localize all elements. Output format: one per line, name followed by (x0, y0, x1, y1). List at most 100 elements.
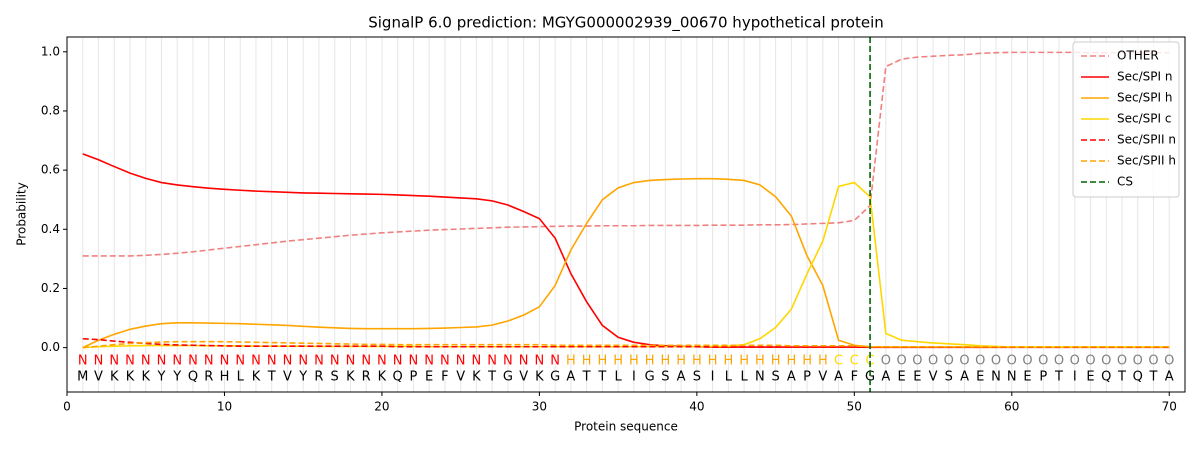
region-letter: O (1070, 353, 1080, 368)
residue-letter: L (237, 370, 245, 385)
region-letter: N (409, 353, 419, 368)
residue-letter: T (1117, 370, 1126, 385)
region-letter: H (660, 353, 670, 368)
residue-letter: G (503, 370, 513, 385)
region-letter: H (645, 353, 655, 368)
residue-letter: M (77, 370, 88, 385)
region-letter: O (1117, 353, 1127, 368)
region-letter: O (944, 353, 954, 368)
residue-letter: A (787, 370, 796, 385)
residue-letter: Q (1101, 370, 1111, 385)
region-letter: N (220, 353, 230, 368)
residue-letter: R (204, 370, 213, 385)
residue-letter: V (94, 370, 103, 385)
y-tick-label: 0.0 (41, 340, 60, 354)
residue-letter: V (818, 370, 827, 385)
x-tick-label: 60 (1004, 400, 1019, 414)
residue-letter: L (615, 370, 623, 385)
residue-letter: I (1073, 370, 1077, 385)
region-letter: C (834, 353, 843, 368)
x-tick-label: 0 (63, 400, 71, 414)
region-letter: N (141, 353, 151, 368)
residue-letter: A (1165, 370, 1174, 385)
residue-letter: A (881, 370, 890, 385)
residue-letter: S (693, 370, 701, 385)
region-letter: H (739, 353, 749, 368)
region-letter: C (866, 353, 875, 368)
residue-letter: E (976, 370, 984, 385)
residue-letter: Y (172, 370, 181, 385)
region-letter: H (723, 353, 733, 368)
region-letter: N (472, 353, 482, 368)
residue-letter: P (803, 370, 811, 385)
residue-letter: T (487, 370, 496, 385)
residue-letter: T (267, 370, 276, 385)
residue-letter: H (220, 370, 230, 385)
residue-letter: G (550, 370, 560, 385)
series-line (82, 181, 1170, 349)
residue-letter: A (677, 370, 686, 385)
x-tick-label: 10 (217, 400, 232, 414)
region-letter: O (881, 353, 891, 368)
residue-letter: K (535, 370, 544, 385)
residue-letter: G (645, 370, 655, 385)
series-line (82, 153, 1170, 349)
region-letter: H (613, 353, 623, 368)
residue-letter: K (110, 370, 119, 385)
x-tick-label: 70 (1162, 400, 1177, 414)
residue-letter: T (1054, 370, 1063, 385)
legend-label: CS (1117, 175, 1133, 189)
residue-letter: L (725, 370, 733, 385)
region-letter: H (771, 353, 781, 368)
residue-letter: Q (393, 370, 403, 385)
residue-letter: T (1149, 370, 1158, 385)
region-letter: N (503, 353, 513, 368)
residue-letter: E (1023, 370, 1031, 385)
residue-letter: E (425, 370, 433, 385)
region-letter: N (330, 353, 340, 368)
region-letter: N (109, 353, 119, 368)
y-tick-label: 0.8 (41, 103, 60, 117)
region-letter: N (267, 353, 277, 368)
region-letter: N (157, 353, 167, 368)
residue-letter: K (141, 370, 150, 385)
plot-frame (66, 36, 1186, 393)
residue-letter: A (834, 370, 843, 385)
residue-letter: P (1039, 370, 1047, 385)
residue-letter: N (991, 370, 1001, 385)
region-letter: N (377, 353, 387, 368)
residue-letter: K (378, 370, 387, 385)
region-letter: N (393, 353, 403, 368)
region-letter: N (535, 353, 545, 368)
x-tick-label: 20 (374, 400, 389, 414)
region-letter: N (424, 353, 434, 368)
legend-label: Sec/SPI h (1117, 91, 1172, 105)
y-tick-label: 0.6 (41, 163, 60, 177)
region-letter: O (959, 353, 969, 368)
region-letter: N (314, 353, 324, 368)
x-tick-label: 40 (689, 400, 704, 414)
residue-letter: P (410, 370, 418, 385)
residue-letter: R (314, 370, 323, 385)
region-letter: H (692, 353, 702, 368)
y-axis-label: Probability (15, 182, 29, 245)
region-letter: N (456, 353, 466, 368)
residue-letter: Q (1133, 370, 1143, 385)
region-letter: N (94, 353, 104, 368)
region-letter: N (78, 353, 88, 368)
region-letter: H (597, 353, 607, 368)
region-letter: H (818, 353, 828, 368)
region-letter: N (125, 353, 135, 368)
region-letter: H (676, 353, 686, 368)
legend-box (1072, 41, 1180, 198)
region-letter: N (204, 353, 214, 368)
series-line (82, 51, 1170, 257)
chart-title: SignalP 6.0 prediction: MGYG000002939_00… (368, 14, 884, 33)
region-letter: N (346, 353, 356, 368)
region-letter: N (487, 353, 497, 368)
residue-letter: T (597, 370, 606, 385)
residue-letter: K (126, 370, 135, 385)
region-letter: C (850, 353, 859, 368)
region-letter: H (786, 353, 796, 368)
